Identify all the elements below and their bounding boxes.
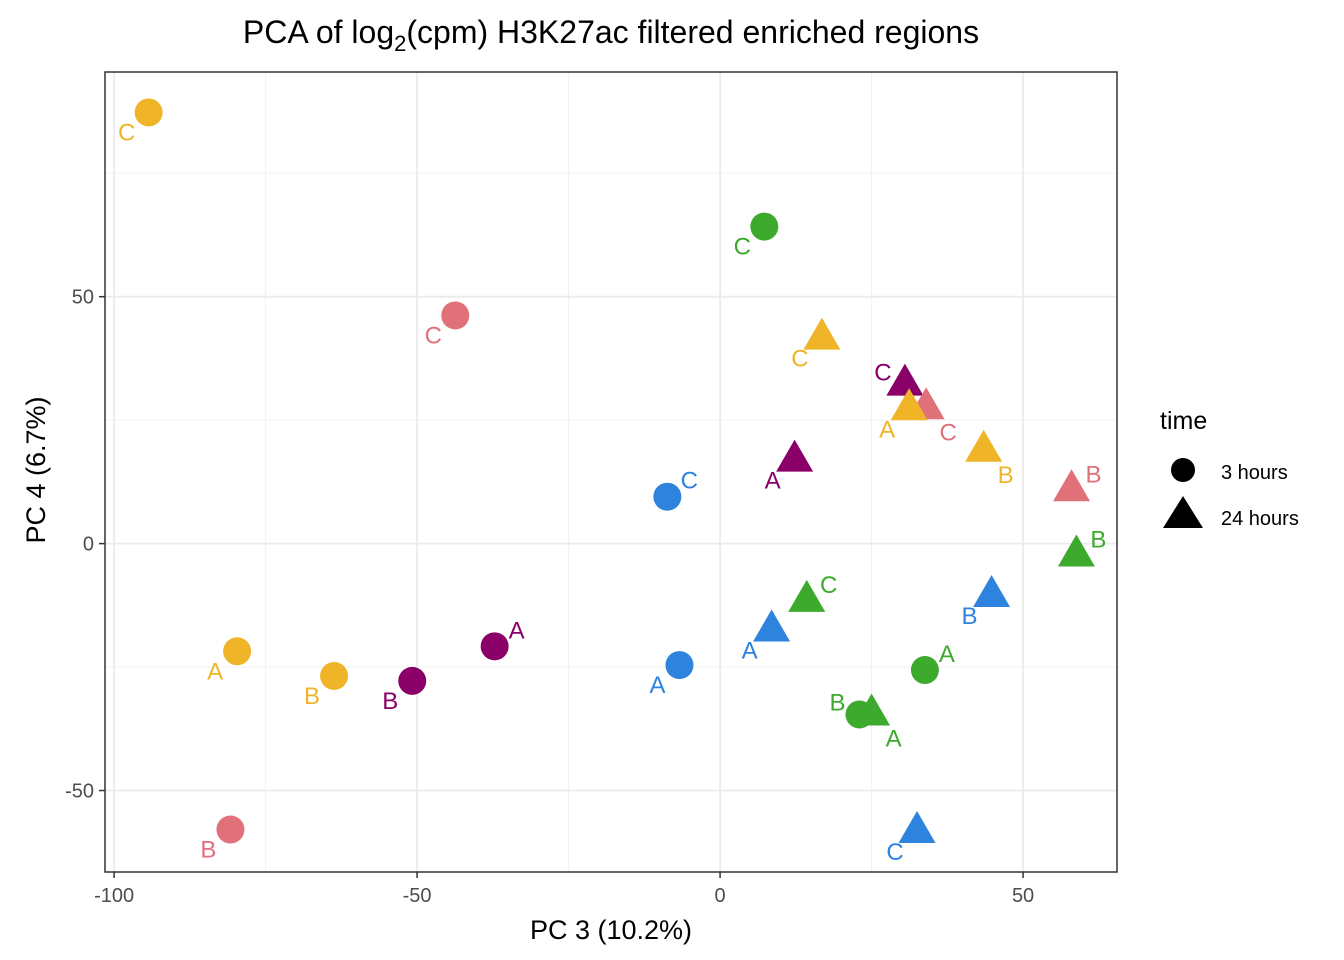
point-label: A [939,641,955,668]
y-tick-label: 0 [83,534,94,556]
x-axis-title: PC 3 (10.2%) [530,915,692,945]
point-label: B [962,603,978,630]
point-label: B [1090,526,1106,553]
point-label: B [829,689,845,716]
point-label: B [382,688,398,715]
point-24-hours [973,574,1011,607]
point-3-hours [398,666,427,695]
y-tick-label: 50 [72,287,94,309]
point-24-hours [788,579,826,612]
point-label: A [649,672,665,699]
point-3-hours [653,482,682,511]
point-label: B [200,837,216,864]
point-24-hours [890,388,928,421]
legend-circle-key [1171,458,1195,482]
axis-ticks: -100 -50 0 50 -50 0 50 [65,287,1034,907]
point-3-hours [320,661,349,690]
point-label: B [998,462,1014,489]
point-24-hours [853,693,891,726]
point-label: A [509,617,525,644]
point-label: B [1086,461,1102,488]
legend-title: time [1160,407,1207,435]
point-24-hours [753,609,791,642]
point-label: C [734,234,751,261]
point-label: C [118,119,135,146]
point-label: A [207,658,223,685]
point-24-hours [776,439,814,472]
x-tick-label: 50 [1012,885,1034,907]
x-tick-label: -100 [94,885,134,907]
legend-label-24-hours: 24 hours [1221,508,1299,530]
point-label: A [879,416,895,443]
point-label: A [765,468,781,495]
point-3-hours [223,637,252,666]
point-3-hours [134,98,163,127]
point-24-hours [1053,469,1091,502]
chart-title: PCA of log2(cpm) H3K27ac filtered enrich… [243,14,979,56]
point-label: B [304,683,320,710]
panel-border [104,71,1118,873]
point-label: C [681,468,698,495]
point-label: C [874,360,891,387]
point-3-hours [216,815,245,844]
legend-triangle-key [1163,496,1203,528]
point-label: A [742,638,758,665]
grid [105,72,1117,872]
legend: time 3 hours 24 hours [1160,407,1299,530]
point-24-hours [803,317,841,350]
point-label: C [820,572,837,599]
legend-label-3-hours: 3 hours [1221,462,1288,484]
point-label: C [886,839,903,866]
y-tick-label: -50 [65,781,94,803]
x-tick-label: 0 [715,885,726,907]
point-3-hours [750,212,779,241]
point-label: A [886,725,902,752]
point-24-hours [1057,534,1095,567]
point-3-hours [480,632,509,661]
y-axis-title: PC 4 (6.7%) [21,396,51,543]
point-3-hours [910,656,939,685]
x-tick-label: -50 [403,885,432,907]
point-24-hours [965,429,1003,462]
point-label: C [425,322,442,349]
point-label: C [939,419,956,446]
point-3-hours [441,301,470,330]
point-24-hours [898,811,936,843]
point-24-hours [886,363,924,396]
point-label: C [791,346,808,373]
point-3-hours [665,651,694,680]
